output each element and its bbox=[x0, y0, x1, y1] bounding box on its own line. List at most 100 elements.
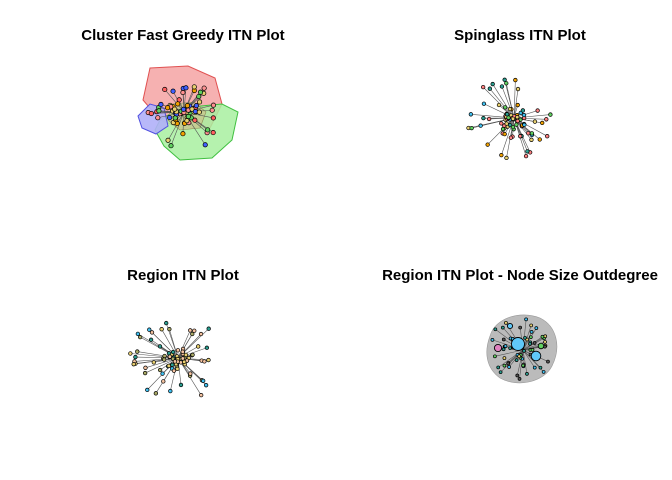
network-node bbox=[175, 101, 181, 107]
network-node bbox=[529, 131, 535, 136]
network-edge bbox=[494, 349, 524, 357]
network-node bbox=[172, 106, 178, 112]
network-node bbox=[165, 137, 171, 143]
network-node bbox=[520, 108, 526, 113]
network-node bbox=[170, 362, 175, 368]
network-node bbox=[157, 344, 163, 349]
network-node bbox=[192, 117, 198, 123]
network-node bbox=[190, 352, 195, 357]
network-node bbox=[160, 371, 165, 376]
network-node bbox=[548, 112, 553, 117]
network-node bbox=[197, 99, 203, 105]
network-node bbox=[503, 105, 508, 110]
network-node bbox=[205, 127, 211, 133]
network-node bbox=[202, 359, 207, 364]
network-node bbox=[501, 337, 506, 342]
network-node bbox=[518, 134, 523, 139]
network-node bbox=[469, 125, 474, 131]
network-node bbox=[162, 357, 167, 362]
network-node bbox=[193, 103, 199, 109]
network-node bbox=[540, 334, 545, 339]
network-node bbox=[525, 149, 530, 154]
network-node bbox=[532, 341, 537, 345]
network-node bbox=[501, 347, 506, 352]
network-graph-spinglass bbox=[466, 77, 553, 161]
network-edge bbox=[492, 83, 515, 119]
network-node bbox=[168, 143, 174, 149]
network-node bbox=[502, 363, 507, 368]
network-edge bbox=[169, 329, 179, 359]
network-node bbox=[190, 331, 195, 337]
network-node bbox=[175, 348, 181, 353]
network-graph-fastgreedy bbox=[137, 65, 239, 161]
network-node bbox=[162, 86, 168, 92]
network-node bbox=[128, 351, 133, 356]
network-edge bbox=[504, 79, 515, 119]
network-node bbox=[514, 122, 519, 127]
network-edge bbox=[177, 330, 191, 359]
network-edge bbox=[513, 114, 551, 119]
network-node bbox=[486, 116, 492, 122]
network-node bbox=[538, 365, 543, 370]
large-node-blue bbox=[511, 337, 525, 351]
network-node bbox=[166, 363, 171, 368]
network-edge bbox=[501, 86, 515, 119]
network-node bbox=[490, 338, 495, 342]
network-node bbox=[508, 135, 514, 140]
network-node bbox=[199, 393, 204, 398]
network-node bbox=[172, 115, 178, 121]
network-node bbox=[528, 335, 533, 340]
network-node bbox=[513, 77, 518, 83]
network-node bbox=[521, 112, 527, 118]
network-edge bbox=[513, 80, 516, 119]
network-node bbox=[133, 354, 138, 360]
network-node bbox=[189, 106, 195, 112]
network-node bbox=[529, 137, 534, 142]
network-node bbox=[156, 108, 162, 114]
network-node bbox=[209, 107, 215, 113]
network-node bbox=[149, 330, 155, 335]
network-graph-region bbox=[128, 320, 211, 398]
network-node bbox=[175, 366, 180, 372]
network-node bbox=[206, 326, 211, 331]
network-node bbox=[183, 352, 189, 358]
network-node bbox=[203, 383, 209, 388]
network-node bbox=[506, 115, 511, 120]
network-node bbox=[481, 116, 486, 121]
network-node bbox=[143, 365, 148, 370]
network-node bbox=[522, 122, 527, 127]
network-edge bbox=[522, 342, 535, 351]
network-node bbox=[151, 360, 156, 365]
network-edge bbox=[522, 349, 535, 368]
network-node bbox=[517, 354, 521, 359]
network-node bbox=[515, 115, 520, 120]
network-node bbox=[502, 131, 507, 137]
network-node bbox=[540, 120, 545, 126]
network-node bbox=[166, 351, 172, 356]
network-edge bbox=[170, 111, 185, 146]
network-node bbox=[210, 130, 216, 136]
network-node bbox=[541, 370, 546, 374]
network-node bbox=[524, 317, 528, 322]
network-node bbox=[529, 330, 534, 334]
network-node bbox=[172, 359, 178, 364]
network-node bbox=[178, 382, 184, 388]
network-node bbox=[135, 331, 141, 336]
network-node bbox=[521, 363, 525, 368]
network-node bbox=[171, 368, 177, 373]
network-node bbox=[526, 131, 531, 136]
network-edge bbox=[522, 349, 528, 374]
network-node bbox=[158, 101, 164, 108]
network-node bbox=[534, 326, 539, 331]
network-node bbox=[515, 102, 520, 108]
panel-title-spinglass: Spinglass ITN Plot bbox=[454, 27, 586, 44]
network-node bbox=[182, 359, 187, 365]
network-node bbox=[515, 373, 520, 378]
network-node bbox=[532, 365, 537, 370]
network-node bbox=[543, 340, 547, 344]
network-node bbox=[504, 121, 509, 126]
network-node bbox=[496, 102, 502, 108]
network-node bbox=[493, 354, 497, 359]
network-node bbox=[184, 103, 190, 109]
network-edge bbox=[164, 89, 185, 113]
